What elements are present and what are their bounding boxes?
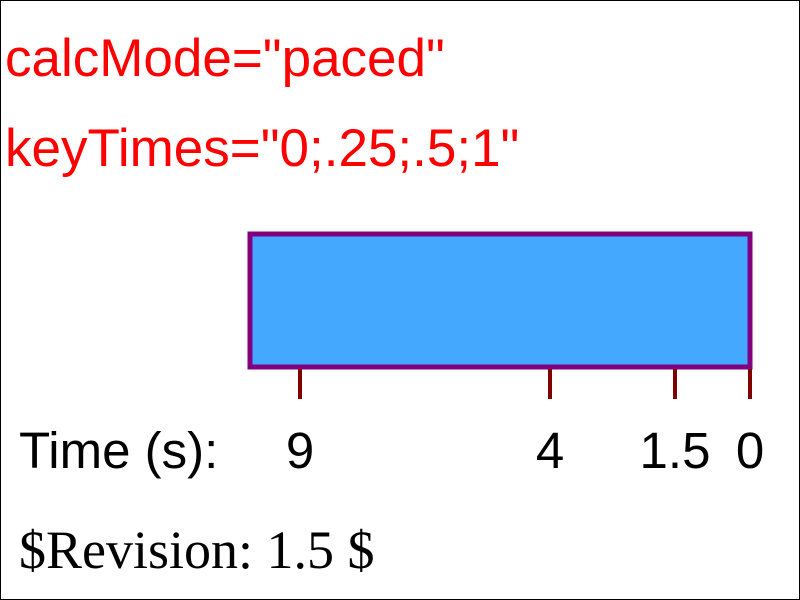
keytimes-label: keyTimes="0;.25;.5;1" bbox=[5, 119, 519, 178]
timeline-label: Time (s): bbox=[19, 422, 218, 479]
timeline-tick-label: 0 bbox=[736, 422, 764, 479]
revision-footer: $Revision: 1.5 $ bbox=[19, 520, 375, 580]
timeline-tick-label: 4 bbox=[536, 422, 564, 479]
calcmode-label: calcMode="paced" bbox=[5, 29, 445, 88]
animated-rect bbox=[247, 231, 753, 370]
timeline-tick-label: 9 bbox=[286, 422, 314, 479]
timeline-tick-label: 1.5 bbox=[640, 422, 711, 479]
